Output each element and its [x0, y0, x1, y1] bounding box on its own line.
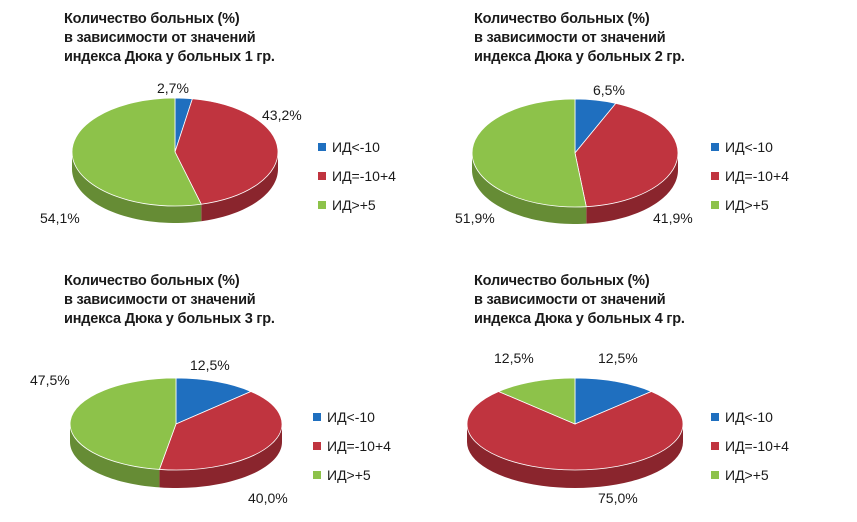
legend-item: ИД=-10+4	[711, 431, 789, 460]
pie-slice-3	[71, 97, 202, 207]
legend-label: ИД=-10+4	[327, 437, 391, 454]
legend-item: ИД>+5	[318, 190, 396, 219]
legend-label: ИД<-10	[327, 408, 375, 425]
legend-swatch	[711, 412, 719, 421]
pie-slice-2	[158, 391, 283, 471]
data-label: 75,0%	[598, 490, 638, 506]
data-label: 6,5%	[593, 82, 625, 98]
legend: ИД<-10 ИД=-10+4 ИД>+5	[318, 132, 396, 219]
pie-side-3	[70, 424, 160, 488]
pie-chart-group-3: Количество больных (%) в зависимости от …	[0, 262, 428, 522]
legend-label: ИД>+5	[725, 196, 769, 213]
data-label: 12,5%	[190, 357, 230, 373]
data-label: 12,5%	[494, 350, 534, 366]
pie-chart-group-2: Количество больных (%) в зависимости от …	[410, 0, 838, 260]
legend-swatch	[313, 441, 321, 450]
legend-swatch	[313, 470, 321, 479]
legend-label: ИД<-10	[332, 138, 380, 155]
legend-swatch	[318, 142, 326, 151]
data-label: 41,9%	[653, 210, 693, 226]
legend-label: ИД=-10+4	[725, 437, 789, 454]
pie-side-2	[586, 153, 678, 224]
legend-swatch	[711, 470, 719, 479]
legend-swatch	[313, 412, 321, 421]
chart-title: Количество больных (%) в зависимости от …	[64, 11, 275, 65]
pie-chart	[466, 377, 684, 488]
pie-slice-3	[497, 377, 576, 425]
pie-slice-1	[175, 377, 252, 425]
pie-chart-group-4: Количество больных (%) в зависимости от …	[410, 262, 838, 522]
data-label: 47,5%	[30, 372, 70, 388]
legend-swatch	[711, 142, 719, 151]
legend-swatch	[318, 171, 326, 180]
legend-item: ИД=-10+4	[313, 431, 391, 460]
pie-slice-3	[69, 377, 177, 470]
pie-slice-2	[466, 391, 684, 471]
data-label: 54,1%	[40, 210, 80, 226]
legend-swatch	[318, 200, 326, 209]
data-label: 43,2%	[262, 107, 302, 123]
legend-item: ИД>+5	[313, 460, 391, 489]
pie-slice-3	[471, 98, 587, 208]
legend-label: ИД<-10	[725, 408, 773, 425]
legend-item: ИД<-10	[318, 132, 396, 161]
chart-title: Количество больных (%) в зависимости от …	[474, 273, 685, 327]
chart-title: Количество больных (%) в зависимости от …	[64, 273, 275, 327]
legend-label: ИД>+5	[332, 196, 376, 213]
legend-label: ИД>+5	[327, 466, 371, 483]
legend-swatch	[711, 171, 719, 180]
legend-label: ИД=-10+4	[332, 167, 396, 184]
legend: ИД<-10 ИД=-10+4 ИД>+5	[711, 132, 789, 219]
pie-chart	[471, 98, 679, 224]
pie-side-2	[201, 152, 278, 222]
legend-item: ИД=-10+4	[711, 161, 789, 190]
data-label: 12,5%	[598, 350, 638, 366]
legend-label: ИД=-10+4	[725, 167, 789, 184]
legend-item: ИД>+5	[711, 460, 789, 489]
data-label: 51,9%	[455, 210, 495, 226]
pie-chart	[69, 377, 283, 488]
legend-item: ИД<-10	[313, 402, 391, 431]
pie-side-2	[159, 424, 282, 488]
pie-chart-group-1: Количество больных (%) в зависимости от …	[0, 0, 428, 260]
legend: ИД<-10 ИД=-10+4 ИД>+5	[313, 402, 391, 489]
pie-side-3	[72, 152, 202, 223]
legend-item: ИД=-10+4	[318, 161, 396, 190]
legend-swatch	[711, 441, 719, 450]
pie-side-2	[467, 424, 683, 488]
legend-swatch	[711, 200, 719, 209]
data-label: 40,0%	[248, 490, 288, 506]
pie-chart	[71, 97, 279, 223]
legend-item: ИД>+5	[711, 190, 789, 219]
pie-slice-2	[174, 98, 279, 205]
legend-item: ИД<-10	[711, 402, 789, 431]
legend-label: ИД<-10	[725, 138, 773, 155]
chart-title: Количество больных (%) в зависимости от …	[474, 11, 685, 65]
legend-item: ИД<-10	[711, 132, 789, 161]
data-label: 2,7%	[157, 80, 189, 96]
legend-label: ИД>+5	[725, 466, 769, 483]
pie-slice-2	[574, 102, 679, 208]
pie-slice-1	[574, 377, 653, 425]
legend: ИД<-10 ИД=-10+4 ИД>+5	[711, 402, 789, 489]
